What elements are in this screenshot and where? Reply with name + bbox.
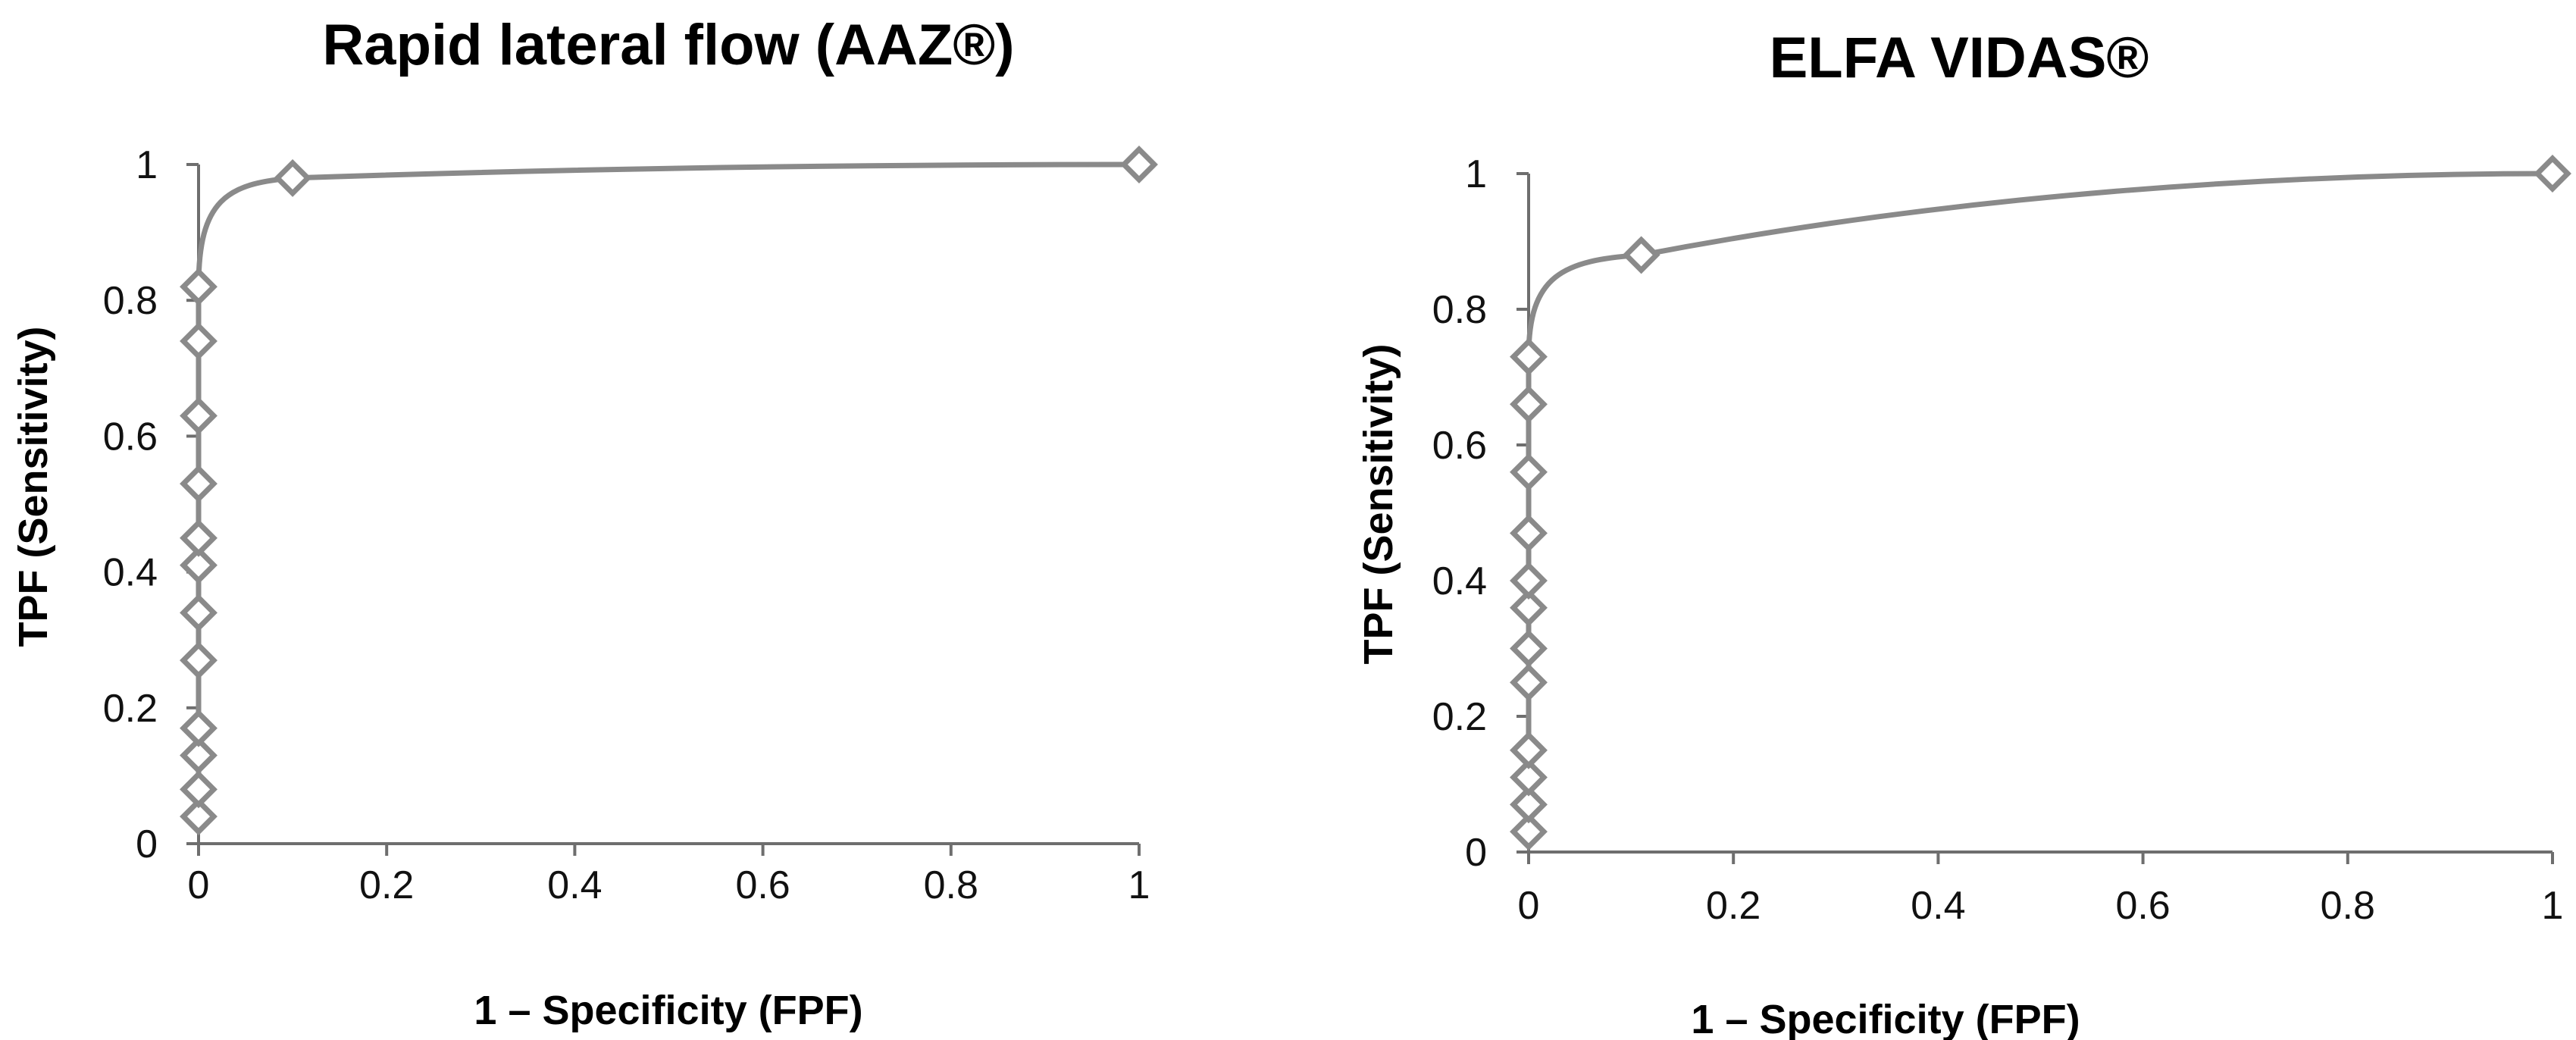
data-point-marker xyxy=(180,797,218,836)
x-axis-title: 1 – Specificity (FPF) xyxy=(474,988,862,1033)
data-point-marker xyxy=(1510,385,1548,424)
data-point-marker xyxy=(180,268,218,306)
data-point-marker xyxy=(180,770,218,809)
roc-curve-line xyxy=(196,161,1142,819)
roc-chart-aaz: Rapid lateral flow (AAZ®) 1 – Specificit… xyxy=(11,13,1158,1033)
chart-panel-vidas: ELFA VIDAS® 1 – Specificity (FPF) TPF (S… xyxy=(1288,0,2576,1040)
x-tick-label: 0.2 xyxy=(359,863,414,907)
data-point-marker xyxy=(180,546,218,584)
data-point-marker xyxy=(180,396,218,435)
data-point-marker xyxy=(180,594,218,632)
y-tick-label: 0.8 xyxy=(103,279,158,323)
data-point-marker xyxy=(1510,758,1548,797)
x-tick-label: 0.2 xyxy=(1706,884,1761,928)
roc-chart-vidas: ELFA VIDAS® 1 – Specificity (FPF) TPF (S… xyxy=(1356,26,2571,1040)
x-tick-label: 0 xyxy=(1518,884,1540,928)
data-point-marker xyxy=(180,518,218,557)
data-point-marker xyxy=(1622,236,1660,274)
data-point-marker xyxy=(180,641,218,680)
y-axis-title: TPF (Sensitivity) xyxy=(11,326,56,647)
data-point-marker xyxy=(180,736,218,775)
chart-title: ELFA VIDAS® xyxy=(1770,26,2149,90)
y-tick-label: 0.4 xyxy=(1432,559,1487,603)
data-point-marker xyxy=(180,465,218,503)
x-tick-label: 0.6 xyxy=(735,863,790,907)
y-tick-label: 0.8 xyxy=(1432,288,1487,332)
data-point-marker xyxy=(1510,562,1548,600)
data-point-marker xyxy=(1510,731,1548,769)
x-tick-label: 0.8 xyxy=(2321,884,2375,928)
data-point-marker xyxy=(1510,337,1548,376)
data-point-marker xyxy=(1510,629,1548,668)
y-tick-label: 0.6 xyxy=(103,415,158,459)
y-tick-label: 0.2 xyxy=(1432,695,1487,739)
y-tick-label: 0 xyxy=(1465,831,1487,875)
x-tick-label: 0.4 xyxy=(1911,884,1965,928)
x-tick-label: 0.8 xyxy=(924,863,978,907)
data-point-marker xyxy=(1510,663,1548,702)
y-tick-label: 0.2 xyxy=(103,687,158,731)
x-tick-label: 0.6 xyxy=(2115,884,2170,928)
data-point-marker xyxy=(274,158,312,197)
x-tick-label: 0 xyxy=(188,863,210,907)
chart-title: Rapid lateral flow (AAZ®) xyxy=(322,13,1014,77)
data-point-marker xyxy=(1510,813,1548,851)
y-tick-label: 1 xyxy=(136,143,158,187)
data-point-marker xyxy=(180,322,218,360)
y-tick-label: 0.4 xyxy=(103,551,158,595)
data-point-marker xyxy=(1510,588,1548,627)
y-tick-label: 1 xyxy=(1465,152,1487,196)
data-point-marker xyxy=(1510,514,1548,553)
y-tick-label: 0 xyxy=(136,822,158,866)
data-point-marker xyxy=(180,709,218,747)
x-tick-label: 0.4 xyxy=(547,863,602,907)
data-point-marker xyxy=(1510,453,1548,491)
y-tick-label: 0.6 xyxy=(1432,424,1487,468)
data-point-marker xyxy=(1510,785,1548,824)
data-point-marker xyxy=(2534,155,2571,193)
data-point-marker xyxy=(1120,146,1158,183)
x-tick-label: 1 xyxy=(1128,863,1150,907)
roc-curve-line xyxy=(1526,171,2556,835)
y-axis-title: TPF (Sensitivity) xyxy=(1356,343,1401,664)
x-axis-title: 1 – Specificity (FPF) xyxy=(1691,997,2080,1040)
x-tick-label: 1 xyxy=(2542,884,2564,928)
chart-panel-aaz: Rapid lateral flow (AAZ®) 1 – Specificit… xyxy=(11,13,1158,1033)
